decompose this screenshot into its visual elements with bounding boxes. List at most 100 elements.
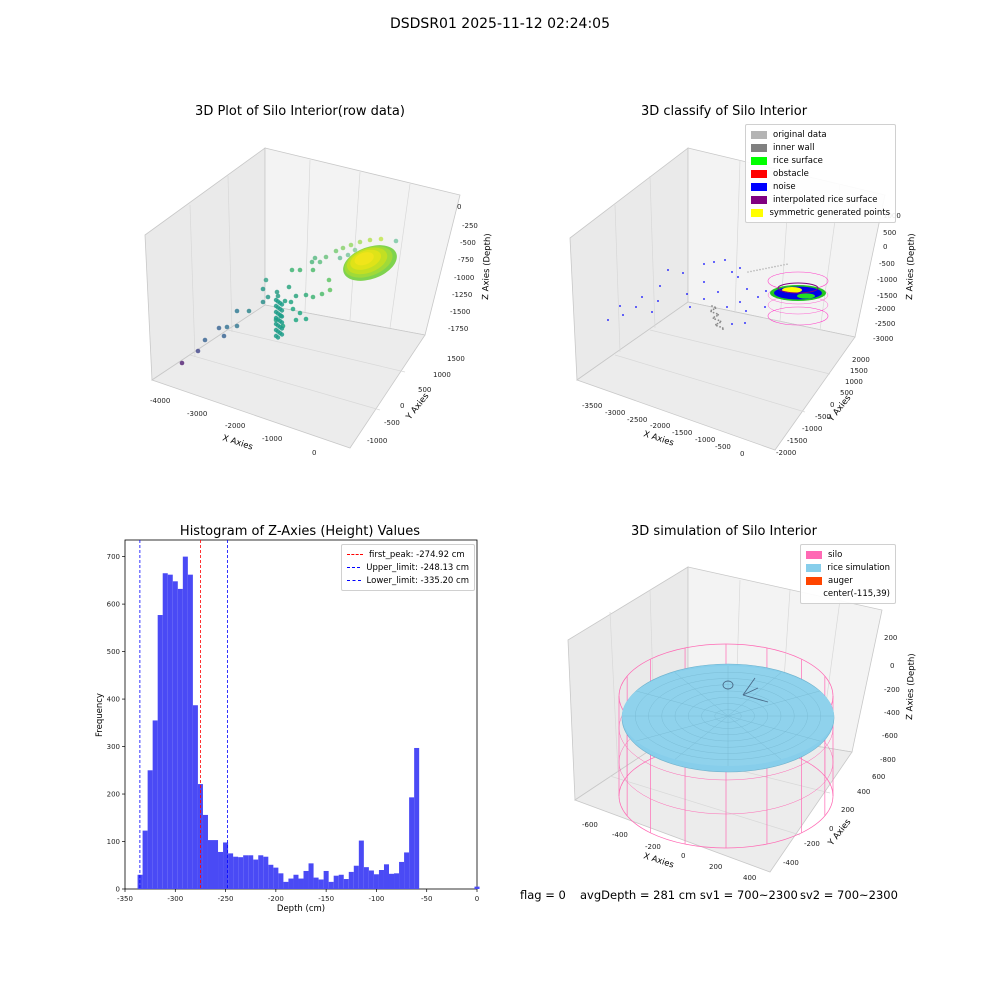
raw-point (286, 284, 292, 290)
hist-bar (263, 856, 269, 889)
noise-point (667, 269, 669, 271)
raw-point (333, 248, 339, 254)
legend-label: noise (773, 181, 796, 192)
inner-wall-point (716, 322, 719, 325)
hist-bar (348, 871, 354, 889)
hist-bar (142, 830, 148, 889)
hist-bar (238, 857, 244, 889)
raw-point (279, 302, 285, 307)
raw-ztick: 0 (457, 203, 461, 211)
legend-swatch (806, 590, 817, 598)
raw-point (309, 259, 315, 265)
raw-point (263, 277, 269, 283)
hist-bar (243, 855, 249, 889)
classify-ytick: -1000 (802, 425, 822, 433)
hist-bar (343, 879, 349, 889)
classify-ztick: -500 (879, 260, 895, 268)
hist-bar (182, 556, 188, 889)
hist-bar (474, 886, 480, 889)
inner-wall-point (716, 324, 718, 327)
raw-point (216, 325, 222, 331)
avg-depth-text: avgDepth = 281 cm sv1 = 700~2300 (580, 888, 798, 902)
sim-ztick: 200 (884, 634, 897, 642)
legend-label: rice simulation (827, 562, 890, 573)
inner-wall-point (712, 308, 715, 311)
hist-bar (218, 851, 224, 889)
legend-item: obstacle (751, 167, 890, 180)
noise-point (744, 322, 746, 324)
noise-point (757, 296, 759, 298)
classify-ytick: 1000 (845, 378, 863, 386)
raw-ylabel: Y Axies (404, 391, 432, 423)
legend-label: center(-115,39) (823, 588, 890, 599)
legend-swatch (751, 130, 767, 139)
sim-rice-surface (621, 663, 835, 773)
hist-bar (223, 842, 229, 889)
classify-ztick: 500 (883, 229, 896, 237)
legend-swatch (751, 195, 767, 204)
hist-bar (328, 881, 334, 889)
original-data-point (762, 268, 764, 270)
classify-xtick: -3000 (605, 409, 625, 417)
noise-point (745, 310, 747, 312)
noise-point (703, 281, 705, 283)
raw-point (202, 337, 208, 343)
rice-mesh-spoke (636, 715, 729, 742)
hist-reference-lines (139, 540, 228, 889)
classify-ztick: -3000 (873, 335, 893, 343)
legend-label: symmetric generated points (769, 207, 890, 218)
hist-ytick-label: 400 (107, 696, 120, 704)
sim-zlabel: Z Axies (Depth) (905, 653, 917, 720)
sim-xtick: 0 (681, 852, 685, 860)
hist-bar (167, 574, 173, 889)
rice-mesh-spoke (674, 715, 729, 760)
raw-ytick: -1000 (367, 437, 387, 445)
raw-ztick: -500 (460, 239, 476, 247)
rice-mesh-spoke (727, 715, 820, 742)
legend-item: original data (751, 128, 890, 141)
hist-bar (313, 877, 319, 889)
noise-point (651, 311, 653, 313)
classify-ytick: 500 (840, 389, 853, 397)
legend-label: original data (773, 129, 827, 140)
raw-point (274, 289, 280, 295)
hist-xtick-label: -200 (268, 895, 284, 903)
legend-swatch (347, 554, 363, 555)
hist-xtick-label: -50 (421, 895, 432, 903)
legend-item: rice surface (751, 154, 890, 167)
hist-ytick-label: 600 (107, 601, 120, 609)
raw-point (290, 306, 296, 312)
inner-wall-point (719, 321, 721, 324)
raw-point (195, 348, 201, 354)
sim-xlabel: X Axies (642, 851, 675, 870)
raw-zlabel: Z Axies (Depth) (481, 233, 493, 300)
hist-ytick-label: 100 (107, 838, 120, 846)
classify-legend: original data inner wall rice surface ob… (745, 124, 896, 223)
inner-wall-point (722, 328, 724, 330)
hist-bar (278, 873, 284, 889)
classify-xtick: -500 (715, 443, 731, 451)
raw-point (310, 267, 316, 273)
raw-point (340, 245, 346, 251)
raw-point (234, 323, 240, 329)
classify-rice-surface (770, 282, 826, 301)
legend-label: Upper_limit: -248.13 cm (366, 562, 469, 573)
sim-auger (722, 677, 769, 703)
legend-swatch (751, 182, 767, 191)
classify-zlabel: Z Axies (Depth) (905, 233, 917, 300)
sim-ytick: -400 (783, 859, 799, 867)
inner-wall-point (710, 310, 713, 313)
noise-point (607, 319, 609, 321)
hist-bar (293, 874, 299, 889)
inner-wall-point (717, 319, 720, 322)
legend-label: inner wall (773, 142, 815, 153)
hist-bar (248, 855, 254, 889)
hist-bar (318, 879, 324, 889)
raw-ztick: -1500 (450, 308, 470, 316)
legend-item: symmetric generated points (751, 206, 890, 219)
hist-x-ticks: -350 -300 -250 -200 -150 -100 -50 0 (117, 889, 479, 903)
legend-item: auger (806, 574, 890, 587)
hist-bar (273, 867, 279, 889)
inner-wall-point (719, 326, 721, 328)
raw-xtick: -2000 (225, 422, 245, 430)
